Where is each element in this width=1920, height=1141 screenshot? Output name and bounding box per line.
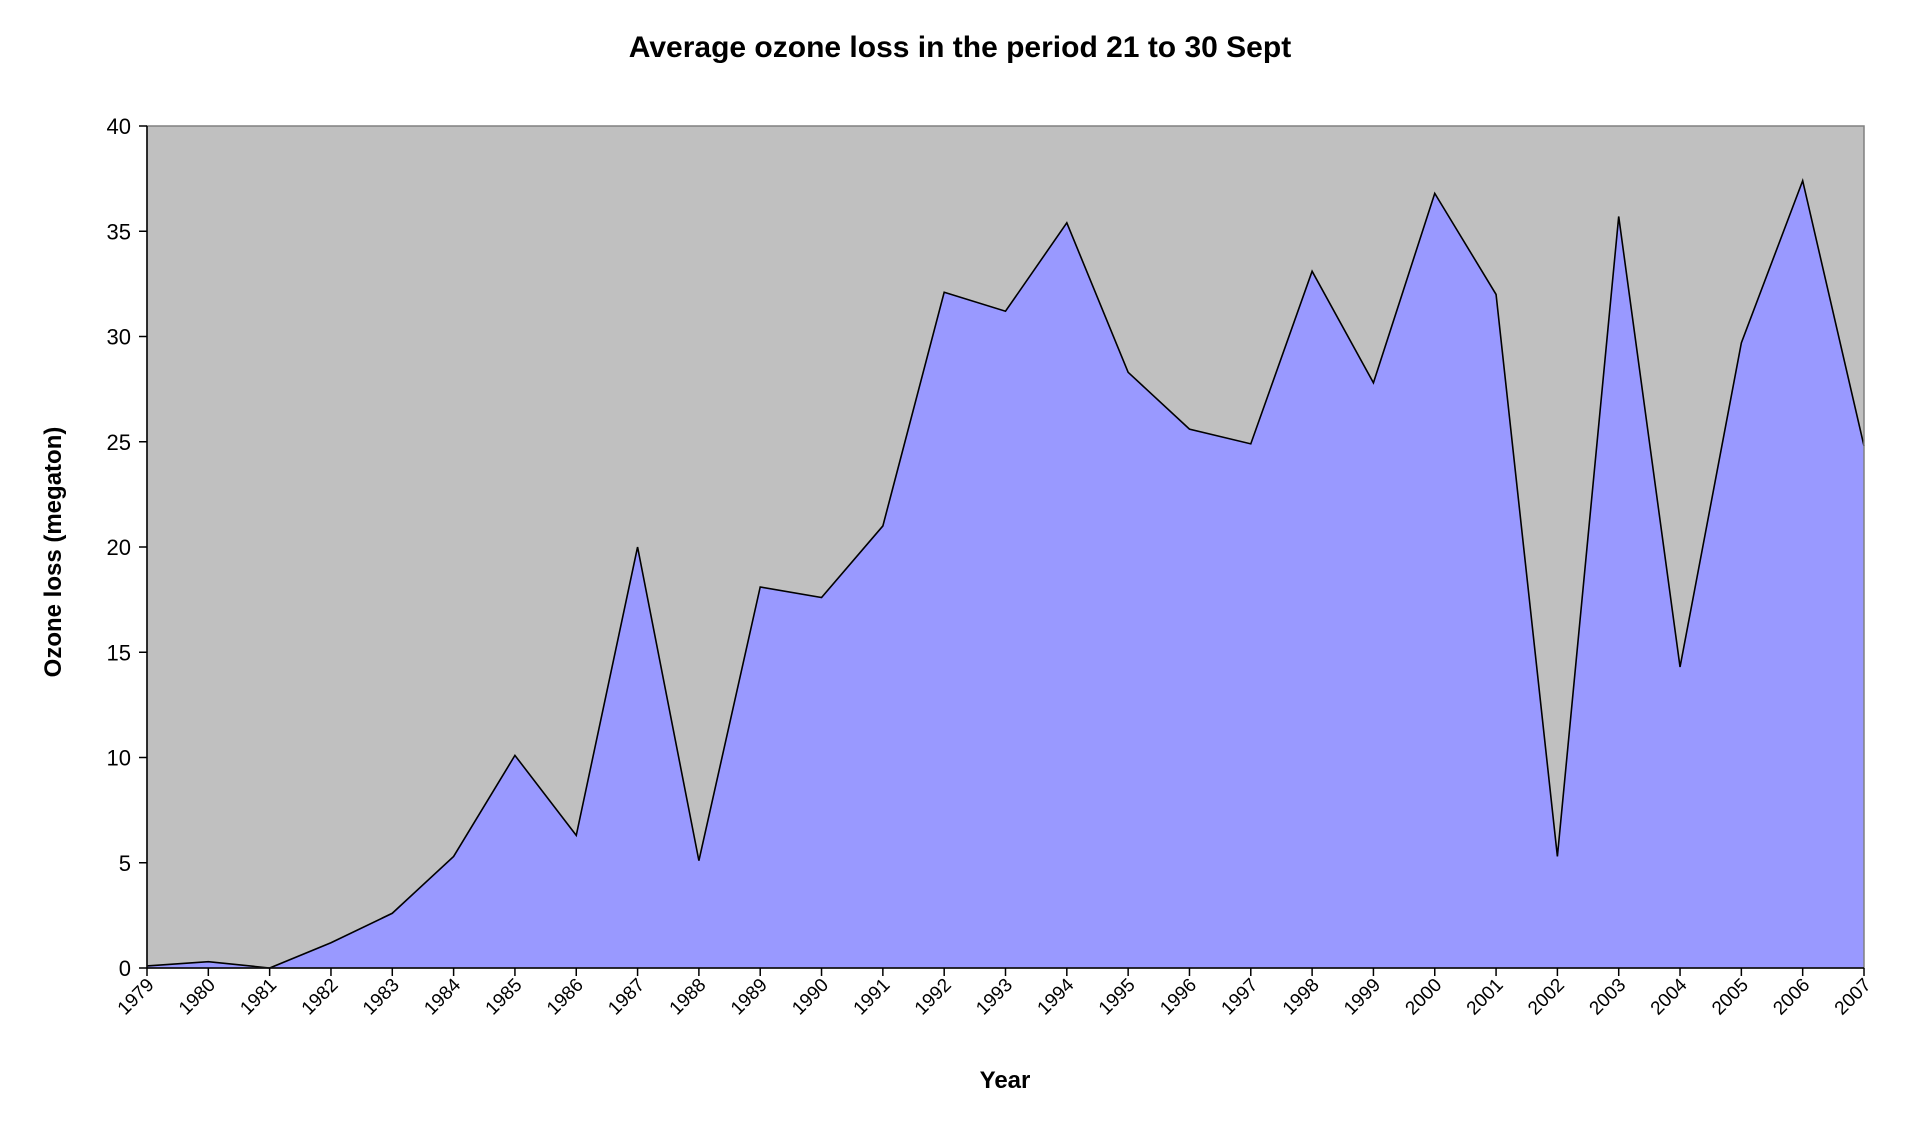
data-point-2003	[1617, 215, 1621, 219]
x-tick-label-1979: 1979	[114, 975, 159, 1020]
x-tick-label-1990: 1990	[788, 975, 833, 1020]
data-point-1984	[452, 854, 456, 858]
x-tick-label-1985: 1985	[482, 975, 527, 1020]
x-tick-label-1997: 1997	[1218, 975, 1263, 1020]
x-tick-label-1981: 1981	[236, 975, 281, 1020]
y-tick-label-25: 25	[107, 430, 131, 455]
x-tick-label-1987: 1987	[604, 975, 649, 1020]
x-tick-label-2005: 2005	[1708, 975, 1753, 1020]
x-tick-label-1999: 1999	[1340, 975, 1385, 1020]
data-point-1996	[1187, 427, 1191, 431]
x-tick-label-2004: 2004	[1647, 974, 1692, 1019]
y-tick-label-0: 0	[119, 956, 131, 981]
x-tick-label-1989: 1989	[727, 975, 772, 1020]
data-point-2004	[1678, 665, 1682, 669]
x-tick-label-1995: 1995	[1095, 975, 1140, 1020]
x-tick-label-1994: 1994	[1034, 974, 1079, 1019]
x-tick-label-1984: 1984	[420, 974, 465, 1019]
x-tick-label-2002: 2002	[1524, 975, 1569, 1020]
x-tick-label-2003: 2003	[1586, 975, 1631, 1020]
data-point-1990	[820, 596, 824, 600]
y-tick-label-35: 35	[107, 219, 131, 244]
data-point-1999	[1371, 381, 1375, 385]
data-point-2005	[1739, 341, 1743, 345]
x-tick-label-2006: 2006	[1769, 975, 1814, 1020]
data-point-1988	[697, 859, 701, 863]
y-tick-label-15: 15	[107, 640, 131, 665]
x-tick-label-1996: 1996	[1156, 975, 1201, 1020]
data-point-1985	[513, 753, 517, 757]
data-point-1987	[636, 545, 640, 549]
area-top-line	[146, 177, 1865, 969]
x-tick-label-1986: 1986	[543, 975, 588, 1020]
chart-title: Average ozone loss in the period 21 to 3…	[629, 31, 1291, 64]
data-point-1986	[574, 833, 578, 837]
y-tick-label-30: 30	[107, 325, 131, 350]
data-point-1995	[1126, 370, 1130, 374]
data-point-1997	[1249, 442, 1253, 446]
x-tick-label-1983: 1983	[359, 975, 404, 1020]
data-point-1983	[390, 911, 394, 915]
x-tick-label-1992: 1992	[911, 975, 956, 1020]
data-point-1982	[329, 941, 333, 945]
data-point-1980	[206, 960, 210, 964]
x-tick-label-1991: 1991	[850, 975, 895, 1020]
data-point-1991	[881, 524, 885, 528]
data-point-2006	[1801, 179, 1805, 183]
x-tick-label-1980: 1980	[175, 975, 220, 1020]
data-point-1989	[758, 585, 762, 589]
data-point-1994	[1065, 221, 1069, 225]
data-point-2000	[1433, 191, 1437, 195]
y-tick-label-20: 20	[107, 535, 131, 560]
data-point-2001	[1494, 292, 1498, 296]
x-tick-label-2007: 2007	[1831, 975, 1876, 1020]
x-tick-label-1988: 1988	[666, 975, 711, 1020]
x-tick-label-2001: 2001	[1463, 975, 1508, 1020]
x-tick-label-1998: 1998	[1279, 975, 1324, 1020]
y-tick-label-40: 40	[107, 114, 131, 139]
plot-area: 0 5 10 15 20 25 30 35 40 1979 1980 1981 1982 1983 1984…	[107, 114, 1876, 1019]
data-point-2002	[1555, 854, 1559, 858]
area-fill	[147, 180, 1864, 969]
data-point-1992	[942, 290, 946, 294]
data-point-1993	[1004, 309, 1008, 313]
x-tick-label-1982: 1982	[298, 975, 343, 1020]
x-tick-label-2000: 2000	[1402, 975, 1447, 1020]
data-point-1998	[1310, 269, 1314, 273]
y-axis-title: Ozone loss (megaton)	[40, 427, 67, 678]
x-axis-title: Year	[980, 1067, 1031, 1094]
x-tick-label-1993: 1993	[972, 975, 1017, 1020]
y-tick-label-5: 5	[119, 851, 131, 876]
y-tick-label-10: 10	[107, 746, 131, 771]
